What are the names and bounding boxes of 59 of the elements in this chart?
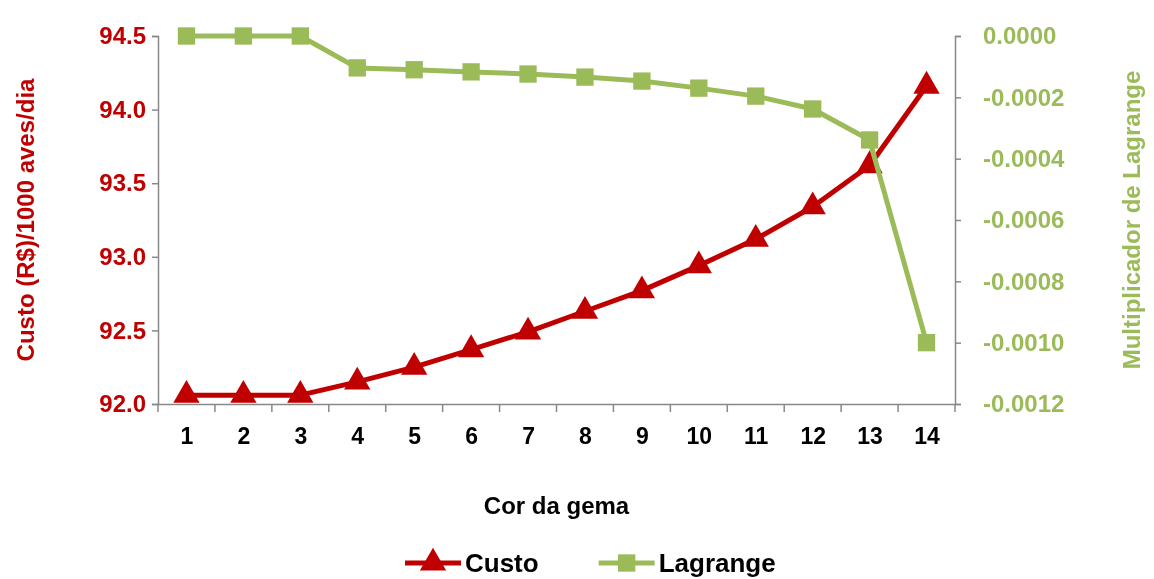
y2-tick-label: -0.0010: [983, 328, 1065, 356]
x-tick-label: 11: [744, 423, 769, 450]
x-tick-label: 1: [180, 423, 194, 450]
y-tick-label: 93.5: [99, 169, 146, 197]
point: [457, 334, 485, 358]
point: [405, 61, 423, 79]
point: [462, 63, 480, 81]
y2-tick-label: -0.0006: [983, 206, 1065, 234]
legend-label: Custo: [465, 548, 539, 578]
point: [344, 366, 371, 390]
point: [234, 27, 253, 45]
point: [401, 352, 428, 375]
point: [576, 68, 594, 86]
point: [348, 59, 366, 77]
x-tick-label: 9: [635, 423, 649, 450]
point: [742, 223, 769, 247]
point: [690, 79, 708, 97]
point: [173, 379, 200, 403]
x-tick-label: 8: [579, 423, 593, 450]
y2-tick-label: -0.0012: [983, 390, 1065, 418]
x-tick-label: 10: [686, 423, 713, 450]
x-axis-title: Cor da gema: [483, 492, 630, 519]
point: [519, 65, 537, 83]
point: [799, 191, 826, 215]
y2-tick-label: 0.0000: [983, 22, 1057, 50]
point: [860, 131, 879, 149]
point: [685, 250, 712, 274]
y-tick-label: 92.5: [99, 316, 146, 344]
x-tick-label: 12: [800, 423, 826, 450]
legend-label: Lagrange: [658, 548, 776, 578]
x-tick-label: 5: [408, 423, 422, 450]
point: [917, 334, 936, 352]
y-axis-title: Custo (R$)/1000 aves/dia: [12, 77, 39, 362]
y-tick-label: 94.0: [99, 95, 146, 123]
y2-tick-label: -0.0004: [983, 144, 1066, 172]
x-tick-label: 14: [914, 423, 941, 450]
x-tick-label: 4: [351, 423, 365, 450]
point: [571, 296, 599, 319]
x-tick-label: 13: [857, 423, 883, 450]
y-tick-label: 94.5: [99, 22, 146, 50]
point: [747, 87, 765, 105]
point: [230, 379, 257, 403]
y2-tick-label: -0.0002: [983, 83, 1065, 111]
point: [628, 275, 656, 299]
point: [913, 70, 940, 94]
y2-axis-title: Multiplicador de Lagrange: [1118, 70, 1145, 370]
y-tick-label: 93.0: [99, 242, 146, 270]
x-tick-label: 2: [237, 423, 251, 450]
x-tick-label: 3: [294, 423, 308, 450]
y-tick-label: 92.0: [99, 390, 146, 418]
point: [287, 379, 314, 403]
x-tick-label: 6: [465, 423, 479, 450]
point: [177, 27, 196, 45]
point: [633, 72, 651, 90]
point: [804, 100, 822, 118]
point: [291, 27, 309, 45]
point: [514, 316, 542, 340]
x-tick-label: 7: [522, 423, 535, 450]
y2-tick-label: -0.0008: [983, 267, 1065, 295]
